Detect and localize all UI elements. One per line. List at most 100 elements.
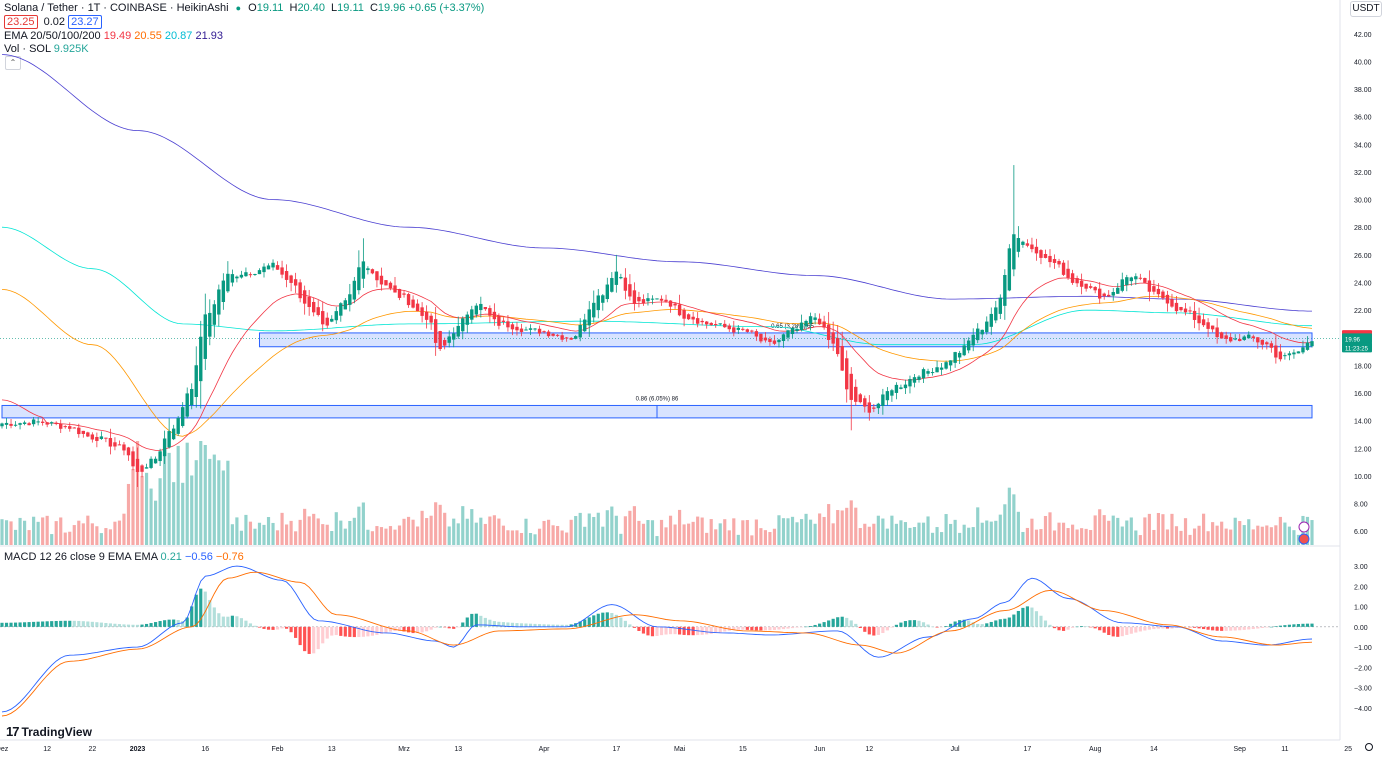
volume-bar [903,522,908,545]
macd-histogram-bar [926,624,930,627]
macd-histogram-bar [628,624,632,627]
volume-bar [443,512,447,545]
candle-body [619,277,623,279]
candle-body [438,331,442,350]
volume-bar [420,510,424,545]
candle-body [384,280,388,286]
candle-body [519,328,524,332]
volume-bar [81,523,85,545]
volume-bar [953,519,957,545]
volume-bar [1102,515,1106,545]
volume-bar [298,519,302,545]
volume-bar [750,535,754,545]
candle-body [546,331,551,337]
macd-histogram-bar [95,622,99,627]
volume-bar [77,520,81,545]
candle-body [470,309,474,320]
volume-bar [199,441,203,545]
volume-bar [962,524,966,545]
volume-bar [528,533,533,545]
candle-body [863,398,867,407]
volume-bar [18,517,22,545]
settings-icon[interactable] [1365,743,1373,751]
volume-bar [637,520,641,545]
collapse-legend-button[interactable]: ⌃ [5,56,21,70]
volume-bar [668,515,673,545]
currency-button[interactable]: USDT [1350,1,1382,17]
candle-body [515,326,519,331]
macd-histogram-bar [587,617,591,627]
candle-body [379,275,384,285]
volume-bar [1084,528,1088,545]
volume-bar [678,509,682,545]
macd-legend[interactable]: MACD 12 26 close 9 EMA EMA 0.21 −0.56 −0… [4,550,244,564]
candle-body [208,312,212,337]
volume-bar [818,513,822,545]
tradingview-logo[interactable]: 17 TradingView [6,724,92,739]
volume-bar [659,519,664,545]
candle-body [1305,342,1310,350]
candle-body [587,309,591,326]
volume-bar [691,521,695,545]
macd-histogram-bar [1093,626,1097,629]
candle-body [253,273,257,275]
volume-bar [741,520,745,545]
volume-bar [998,514,1002,545]
volume-bar [1039,529,1043,545]
volume-bar [447,526,451,545]
price-tick: 40.00 [1354,59,1372,66]
macd-histogram-bar [1152,626,1156,630]
bid-button[interactable]: 23.25 [4,15,38,29]
volume-bar [203,445,207,545]
symbol-title[interactable]: Solana / Tether · 1T · COINBASE · Heikin… [4,2,229,14]
macd-histogram-bar [537,624,542,627]
candle-body [709,322,713,326]
volume-bar [551,525,555,545]
volume-bar [294,531,298,545]
volume-legend[interactable]: Vol · SOL 9.925K [4,42,89,56]
volume-bar [930,532,935,545]
volume-bar [388,526,393,545]
ema-legend[interactable]: EMA 20/50/100/200 19.49 20.55 20.87 21.9… [4,29,223,43]
candle-body [1283,355,1287,357]
ask-button[interactable]: 23.27 [68,15,102,29]
candle-body [149,458,153,468]
macd-histogram-bar [1274,626,1278,627]
macd-histogram-bar [285,626,289,629]
volume-bar [813,523,817,545]
volume-bar [1061,522,1066,545]
macd-histogram-bar [465,617,469,627]
candle-body [917,376,921,380]
candle-body [723,323,727,328]
macd-histogram-bar [1269,626,1273,628]
candle-body [899,387,903,389]
candle-body [894,384,899,393]
macd-histogram-bar [59,620,63,627]
volume-bar [4,520,9,545]
candle-body [461,318,465,332]
macd-histogram-bar [741,626,745,630]
candle-body [858,394,862,403]
candle-body [1052,259,1057,263]
volume-bar [479,517,483,545]
macd-histogram-bar [709,626,713,634]
macd-histogram-bar [343,626,347,637]
candle-body [217,289,221,315]
symbol-legend[interactable]: Solana / Tether · 1T · COINBASE · Heikin… [4,1,484,15]
candle-body [1075,278,1079,284]
volume-bar [967,527,971,545]
change-value: +0.65 (+3.37%) [408,2,485,14]
macd-histogram-bar [194,594,198,627]
macd-histogram-bar [687,626,691,636]
candle-body [1007,248,1012,291]
candle-body [736,327,741,330]
candle-body [704,321,709,325]
candle-body [1238,338,1242,342]
macd-histogram-bar [917,620,921,627]
tradingview-mark: 17 [6,724,20,739]
candle-body [1070,273,1075,283]
volume-bar [235,517,239,545]
volume-bar [248,521,253,545]
candle-body [411,299,415,308]
